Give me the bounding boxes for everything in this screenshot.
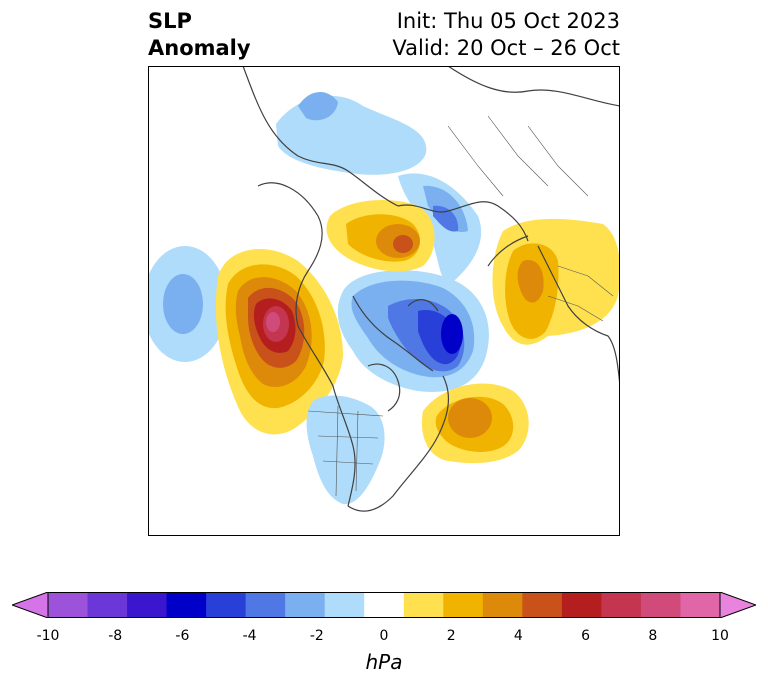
colorbar-segment: [680, 592, 721, 618]
colorbar: [12, 592, 756, 618]
colorbar-segment: [166, 592, 207, 618]
anomaly-high-siberian-coast: [326, 200, 435, 272]
colorbar-tick-label: 8: [648, 628, 658, 644]
anomaly-low-east-siberia: [276, 91, 427, 175]
colorbar-tick-label: 4: [513, 628, 523, 644]
valid-range: Valid: 20 Oct – 26 Oct: [392, 36, 620, 60]
colorbar-extend-max: [719, 592, 756, 618]
colorbar-segment: [364, 592, 405, 618]
map-border: [148, 66, 620, 536]
colorbar-tick-label: -2: [309, 628, 324, 644]
colorbar-tick-label: 0: [379, 628, 389, 644]
anomaly-low-central-pacific: [148, 246, 227, 362]
colorbar-segment: [482, 592, 523, 618]
colorbar-segment: [403, 592, 444, 618]
colorbar-segment: [522, 592, 563, 618]
colorbar-segment: [206, 592, 247, 618]
colorbar-segment: [285, 592, 326, 618]
slp-anomaly-map: [148, 66, 620, 536]
anomaly-low-central-us: [306, 395, 385, 505]
colorbar-tick-label: 6: [581, 628, 591, 644]
date-info: Init: Thu 05 Oct 2023 Valid: 20 Oct – 26…: [392, 8, 620, 62]
colorbar-segment: [601, 592, 642, 618]
colorbar-frame: [47, 592, 721, 618]
anomaly-low-arctic: [398, 173, 482, 286]
colorbar-segment: [87, 592, 128, 618]
colorbar-segment: [127, 592, 168, 618]
anomaly-high-gulf-of-alaska: [215, 249, 343, 435]
colorbar-tick-label: 10: [711, 628, 729, 644]
colorbar-segment: [443, 592, 484, 618]
title-main: SLP: [148, 9, 192, 33]
colorbar-tick-label: -10: [36, 628, 60, 644]
colorbar-tick-label: 2: [446, 628, 456, 644]
colorbar-ticks: -10 -8 -6 -4 -2 0 2 4 6 8 10: [0, 628, 768, 648]
country-borders: [307, 115, 614, 497]
colorbar-segment: [48, 592, 89, 618]
title-sub: Anomaly: [148, 36, 251, 60]
map-title: SLP Anomaly: [148, 8, 251, 62]
colorbar-segment: [561, 592, 602, 618]
colorbar-segment: [245, 592, 286, 618]
init-date: Init: Thu 05 Oct 2023: [396, 9, 620, 33]
colorbar-extend-min: [12, 592, 49, 618]
colorbar-tick-label: -4: [242, 628, 257, 644]
anomaly-low-baffin: [337, 270, 489, 392]
colorbar-tick-label: -8: [108, 628, 123, 644]
colorbar-tick-label: -6: [175, 628, 190, 644]
colorbar-unit: hPa: [365, 650, 403, 674]
colorbar-segment: [640, 592, 681, 618]
coastlines: [242, 66, 620, 512]
colorbar-segment: [324, 592, 365, 618]
